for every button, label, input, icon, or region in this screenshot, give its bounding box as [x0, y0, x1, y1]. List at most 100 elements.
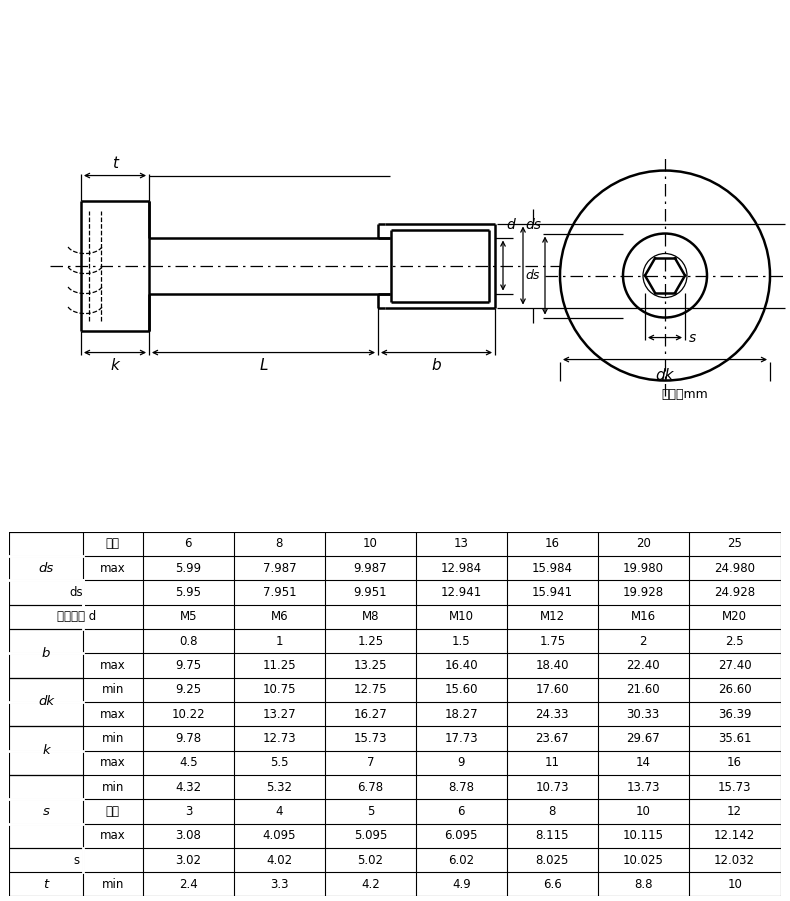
Text: 6.6: 6.6 — [543, 878, 562, 891]
Text: 4.095: 4.095 — [262, 829, 296, 842]
Text: t: t — [43, 878, 49, 891]
Text: 15.984: 15.984 — [532, 561, 573, 575]
Text: 10.73: 10.73 — [536, 780, 569, 794]
Text: 9.25: 9.25 — [175, 683, 201, 696]
Text: 3.3: 3.3 — [270, 878, 288, 891]
Text: 2: 2 — [640, 634, 647, 648]
Text: 10: 10 — [363, 537, 378, 551]
Text: min: min — [102, 878, 124, 891]
Text: 8: 8 — [548, 805, 556, 818]
Text: 17.73: 17.73 — [445, 732, 478, 745]
Text: 8.115: 8.115 — [536, 829, 569, 842]
Text: 24.980: 24.980 — [714, 561, 755, 575]
Text: 12.75: 12.75 — [353, 683, 387, 696]
Text: 7.951: 7.951 — [262, 586, 296, 599]
Text: M5: M5 — [179, 610, 198, 623]
Text: 25: 25 — [728, 537, 742, 551]
Text: 4: 4 — [276, 805, 283, 818]
Text: 12.984: 12.984 — [441, 561, 482, 575]
Text: t: t — [112, 156, 118, 170]
Text: 16: 16 — [545, 537, 560, 551]
Text: 2.5: 2.5 — [725, 634, 744, 648]
Text: 单位：mm: 单位：mm — [662, 387, 709, 401]
Text: max: max — [100, 756, 126, 769]
Text: 19.928: 19.928 — [623, 586, 664, 599]
Text: 1.75: 1.75 — [540, 634, 566, 648]
Text: 2.4: 2.4 — [179, 878, 198, 891]
Text: 6: 6 — [457, 805, 465, 818]
Text: 13: 13 — [454, 537, 468, 551]
Text: min: min — [102, 683, 124, 696]
Text: 4.9: 4.9 — [452, 878, 471, 891]
Text: 13.73: 13.73 — [626, 780, 660, 794]
Text: 9.75: 9.75 — [175, 659, 201, 672]
Text: M6: M6 — [270, 610, 288, 623]
Text: 4.2: 4.2 — [361, 878, 380, 891]
Text: s: s — [43, 805, 50, 818]
Text: s: s — [689, 331, 696, 344]
Text: 6: 6 — [185, 537, 192, 551]
Text: 10.22: 10.22 — [171, 707, 205, 721]
Text: 9.78: 9.78 — [175, 732, 201, 745]
Text: 7.987: 7.987 — [262, 561, 296, 575]
Text: 27.40: 27.40 — [718, 659, 751, 672]
Text: 6.78: 6.78 — [357, 780, 383, 794]
Text: 16.40: 16.40 — [445, 659, 478, 672]
Text: 10.75: 10.75 — [262, 683, 296, 696]
Text: 5: 5 — [367, 805, 374, 818]
Text: M8: M8 — [362, 610, 379, 623]
Text: max: max — [100, 707, 126, 721]
Text: 10: 10 — [728, 878, 742, 891]
Text: dk: dk — [656, 368, 674, 383]
Text: k: k — [43, 744, 50, 757]
Text: 12.142: 12.142 — [714, 829, 755, 842]
Text: 8.8: 8.8 — [634, 878, 653, 891]
Text: 1.25: 1.25 — [357, 634, 383, 648]
Text: 21.60: 21.60 — [626, 683, 660, 696]
Text: 公称直径 d: 公称直径 d — [57, 610, 96, 623]
Text: 36.39: 36.39 — [718, 707, 751, 721]
Text: 29.67: 29.67 — [626, 732, 660, 745]
Text: 5.99: 5.99 — [175, 561, 201, 575]
Text: max: max — [100, 659, 126, 672]
Text: 15.73: 15.73 — [718, 780, 751, 794]
Text: 15.941: 15.941 — [532, 586, 573, 599]
Text: ds: ds — [525, 269, 540, 282]
Text: 12.941: 12.941 — [441, 586, 482, 599]
Text: 16.27: 16.27 — [353, 707, 387, 721]
Text: 10.115: 10.115 — [623, 829, 664, 842]
Text: 5.095: 5.095 — [354, 829, 387, 842]
Text: 8.025: 8.025 — [536, 853, 569, 867]
Text: 10.025: 10.025 — [623, 853, 664, 867]
Text: ds: ds — [70, 586, 83, 599]
Text: 公称: 公称 — [106, 805, 120, 818]
Text: 13.27: 13.27 — [262, 707, 296, 721]
Text: M16: M16 — [630, 610, 656, 623]
Text: M20: M20 — [722, 610, 747, 623]
Text: M10: M10 — [449, 610, 474, 623]
Text: 24.33: 24.33 — [536, 707, 569, 721]
Text: min: min — [102, 732, 124, 745]
Text: 19.980: 19.980 — [623, 561, 664, 575]
Text: 6.02: 6.02 — [448, 853, 474, 867]
Text: 3: 3 — [185, 805, 192, 818]
Text: 23.67: 23.67 — [536, 732, 569, 745]
Text: 35.61: 35.61 — [718, 732, 751, 745]
Text: 1: 1 — [276, 634, 283, 648]
Text: ds: ds — [39, 561, 54, 575]
Text: 26.60: 26.60 — [718, 683, 751, 696]
Text: 12.032: 12.032 — [714, 853, 755, 867]
Text: 17.60: 17.60 — [536, 683, 569, 696]
Text: L: L — [259, 358, 268, 372]
Text: 5.32: 5.32 — [266, 780, 292, 794]
Text: 14: 14 — [636, 756, 651, 769]
Text: 10: 10 — [636, 805, 651, 818]
Text: 6.095: 6.095 — [445, 829, 478, 842]
Text: 1.5: 1.5 — [452, 634, 471, 648]
Text: 4.02: 4.02 — [266, 853, 292, 867]
Text: k: k — [111, 358, 119, 372]
Text: 8.78: 8.78 — [448, 780, 474, 794]
Text: M12: M12 — [540, 610, 565, 623]
Text: b: b — [42, 647, 51, 660]
Text: 4.32: 4.32 — [175, 780, 201, 794]
